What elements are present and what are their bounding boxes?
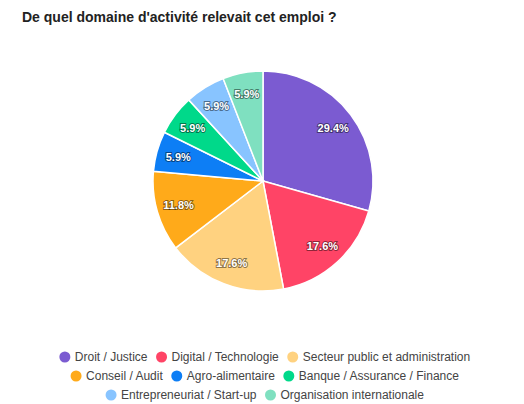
legend-swatch — [283, 371, 294, 382]
legend-label: Conseil / Audit — [86, 369, 163, 383]
legend-item: Digital / Technologie — [156, 350, 279, 364]
data-label: 5.9% — [234, 88, 259, 100]
legend: Droit / Justice Digital / Technologie Sect… — [59, 350, 470, 402]
legend-swatch — [59, 352, 70, 363]
legend-label: Digital / Technologie — [172, 350, 280, 364]
pie — [153, 71, 373, 291]
legend-item: Agro-alimentaire — [171, 369, 275, 383]
legend-swatch — [156, 352, 167, 363]
legend-item: Banque / Assurance / Finance — [283, 369, 459, 383]
legend-label: Banque / Assurance / Finance — [299, 369, 459, 383]
chart: De quel domaine d'activité relevait cet … — [0, 0, 524, 404]
legend-item: Entrepreneuriat / Start-up — [106, 388, 257, 402]
pie-slice — [153, 171, 263, 248]
legend-swatch — [106, 390, 117, 401]
legend-item: Conseil / Audit — [71, 369, 164, 383]
data-label: 17.6% — [216, 257, 247, 269]
data-labels: 29.4% 17.6% 17.6% 11.8% 5.9% 5.9% 5.9% 5.9% — [163, 88, 349, 269]
data-label: 5.9% — [180, 122, 205, 134]
legend-item: Organisation internationale — [265, 388, 424, 402]
legend-label: Secteur public et administration — [303, 350, 470, 364]
pie-slice — [223, 71, 263, 181]
legend-label: Agro-alimentaire — [187, 369, 275, 383]
legend-label: Entrepreneuriat / Start-up — [121, 388, 257, 402]
data-label: 5.9% — [166, 151, 191, 163]
data-label: 11.8% — [163, 199, 194, 211]
data-label: 5.9% — [204, 100, 229, 112]
legend-label: Droit / Justice — [75, 350, 148, 364]
legend-swatch — [265, 390, 276, 401]
legend-label: Organisation internationale — [280, 388, 424, 402]
legend-item: Droit / Justice — [59, 350, 148, 364]
legend-item: Secteur public et administration — [287, 350, 470, 364]
data-label: 29.4% — [318, 122, 349, 134]
legend-swatch — [71, 371, 82, 382]
legend-swatch — [171, 371, 182, 382]
data-label: 17.6% — [307, 240, 338, 252]
legend-swatch — [287, 352, 298, 363]
title: De quel domaine d'activité relevait cet … — [22, 9, 337, 25]
